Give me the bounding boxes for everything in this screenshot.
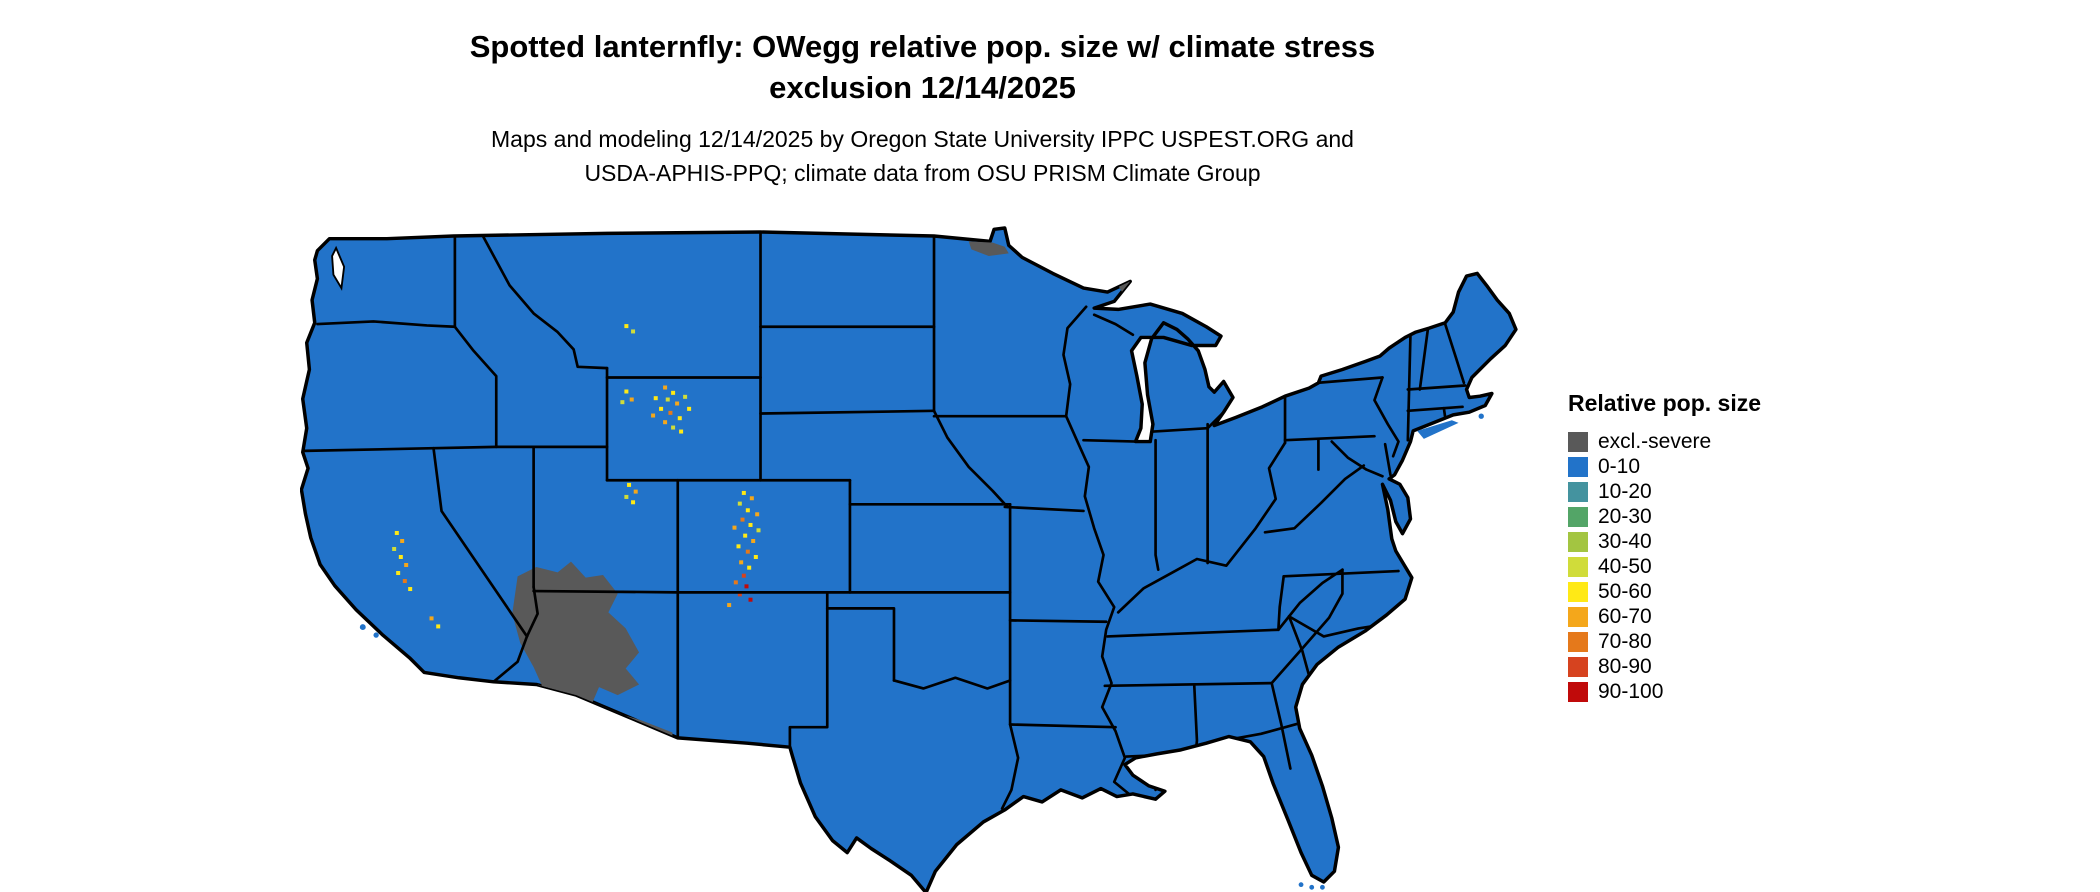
map-title-line2: exclusion 12/14/2025: [769, 70, 1076, 105]
us-map: [300, 226, 1518, 892]
legend-swatch: [1568, 556, 1588, 577]
legend-swatch: [1568, 606, 1588, 627]
florida-key: [1298, 882, 1304, 888]
legend-swatch: [1568, 531, 1588, 552]
map-title-line1: Spotted lanternfly: OWegg relative pop. …: [469, 29, 1376, 64]
legend-swatch: [1568, 481, 1588, 502]
map-subtitle: Maps and modeling 12/14/2025 by Oregon S…: [0, 122, 1845, 190]
exclusion-region-minnesota: [968, 241, 1009, 257]
legend-label: 70-80: [1598, 630, 1652, 653]
channel-island: [373, 632, 379, 638]
legend-item: 30-40: [1568, 529, 1761, 554]
legend-item: 90-100: [1568, 679, 1761, 704]
puget-sound: [331, 245, 346, 291]
legend-swatch: [1568, 631, 1588, 652]
legend: Relative pop. size excl.-severe 0-10 10-20…: [1568, 390, 1761, 704]
legend-label: 60-70: [1598, 605, 1652, 628]
nantucket-island: [1478, 413, 1484, 419]
legend-label: 0-10: [1598, 455, 1641, 478]
map-subtitle-line2: USDA-APHIS-PPQ; climate data from OSU PR…: [584, 160, 1261, 186]
legend-swatch: [1568, 431, 1588, 452]
long-island: [1417, 420, 1459, 439]
state-borders: [302, 230, 1467, 810]
legend-label: 80-90: [1598, 655, 1652, 678]
legend-swatch: [1568, 506, 1588, 527]
legend-item: 20-30: [1568, 504, 1761, 529]
legend-item: 50-60: [1568, 579, 1761, 604]
legend-label: 90-100: [1598, 680, 1664, 703]
channel-island: [359, 624, 366, 631]
exclusion-region-southwest: [512, 561, 640, 710]
legend-item: 70-80: [1568, 629, 1761, 654]
legend-item: 10-20: [1568, 479, 1761, 504]
florida-key: [1309, 884, 1315, 890]
florida-key: [1320, 884, 1325, 890]
map-subtitle-line1: Maps and modeling 12/14/2025 by Oregon S…: [491, 126, 1354, 152]
legend-label: excl.-severe: [1598, 430, 1712, 453]
legend-item: 40-50: [1568, 554, 1761, 579]
legend-item: 60-70: [1568, 604, 1761, 629]
legend-swatch: [1568, 456, 1588, 477]
legend-title: Relative pop. size: [1568, 390, 1762, 416]
map-title: Spotted lanternfly: OWegg relative pop. …: [0, 26, 1845, 108]
legend-label: 30-40: [1598, 530, 1652, 553]
legend-label: 50-60: [1598, 580, 1652, 603]
legend-items: excl.-severe 0-10 10-20 20-30 30-40 40-50 50-6…: [1568, 429, 1761, 704]
hotspot-speckles: [392, 324, 761, 629]
legend-item: excl.-severe: [1568, 429, 1761, 454]
legend-swatch: [1568, 656, 1588, 677]
legend-label: 10-20: [1598, 480, 1652, 503]
legend-item: 80-90: [1568, 654, 1761, 679]
legend-label: 20-30: [1598, 505, 1652, 528]
legend-label: 40-50: [1598, 555, 1652, 578]
legend-item: 0-10: [1568, 454, 1761, 479]
legend-swatch: [1568, 681, 1588, 702]
legend-swatch: [1568, 581, 1588, 602]
us-landmass: [300, 226, 1518, 892]
